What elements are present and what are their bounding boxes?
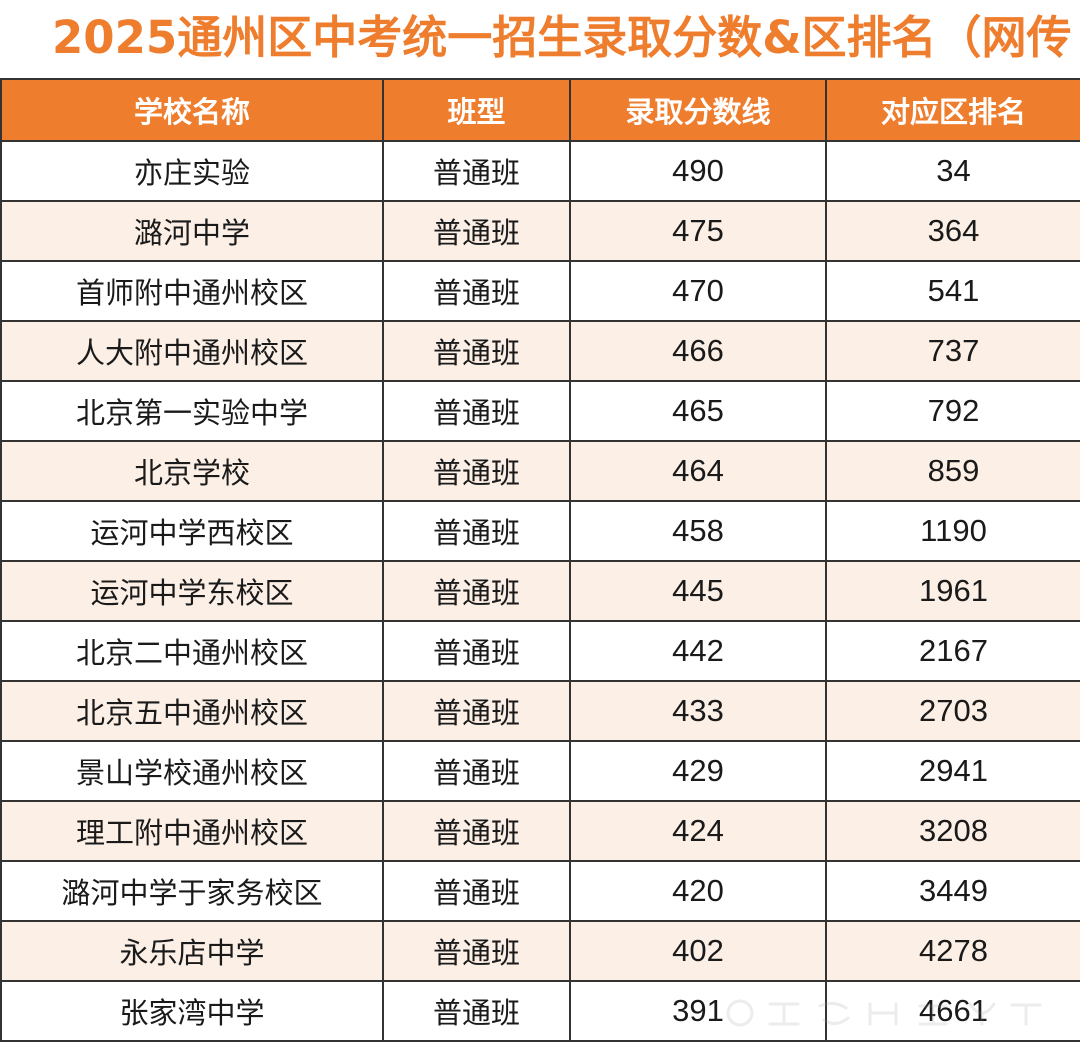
school-name: 景山学校通州校区: [0, 740, 384, 802]
header-class-type: 班型: [382, 78, 571, 142]
header-rank: 对应区排名: [825, 78, 1080, 142]
score: 429: [569, 740, 827, 802]
table-row: 人大附中通州校区 普通班 466 737: [0, 320, 1080, 382]
score: 475: [569, 200, 827, 262]
school-name: 北京二中通州校区: [0, 620, 384, 682]
score: 490: [569, 140, 827, 202]
table-row: 北京二中通州校区 普通班 442 2167: [0, 620, 1080, 682]
school-name: 运河中学西校区: [0, 500, 384, 562]
school-name: 北京五中通州校区: [0, 680, 384, 742]
table-row: 永乐店中学 普通班 402 4278: [0, 920, 1080, 982]
score: 470: [569, 260, 827, 322]
school-name: 北京第一实验中学: [0, 380, 384, 442]
school-name: 潞河中学于家务校区: [0, 860, 384, 922]
table-row: 潞河中学 普通班 475 364: [0, 200, 1080, 262]
admission-table: 学校名称 班型 录取分数线 对应区排名 亦庄实验 普通班 490 34 潞河中学…: [0, 78, 1080, 1042]
score: 391: [569, 980, 827, 1042]
score: 402: [569, 920, 827, 982]
table-row: 运河中学东校区 普通班 445 1961: [0, 560, 1080, 622]
table-row: 理工附中通州校区 普通班 424 3208: [0, 800, 1080, 862]
table-row: 北京五中通州校区 普通班 433 2703: [0, 680, 1080, 742]
table-row: 潞河中学于家务校区 普通班 420 3449: [0, 860, 1080, 922]
table-row: 首师附中通州校区 普通班 470 541: [0, 260, 1080, 322]
class-type: 普通班: [382, 380, 571, 442]
rank: 4278: [825, 920, 1080, 982]
rank: 34: [825, 140, 1080, 202]
school-name: 理工附中通州校区: [0, 800, 384, 862]
school-name: 首师附中通州校区: [0, 260, 384, 322]
rank: 3449: [825, 860, 1080, 922]
rank: 792: [825, 380, 1080, 442]
watermark-icon: [726, 999, 1042, 1027]
rank: 737: [825, 320, 1080, 382]
rank: 3208: [825, 800, 1080, 862]
table-row: 景山学校通州校区 普通班 429 2941: [0, 740, 1080, 802]
class-type: 普通班: [382, 920, 571, 982]
class-type: 普通班: [382, 620, 571, 682]
score: 445: [569, 560, 827, 622]
class-type: 普通班: [382, 200, 571, 262]
school-name: 张家湾中学: [0, 980, 384, 1042]
rank: 541: [825, 260, 1080, 322]
table-header-row: 学校名称 班型 录取分数线 对应区排名: [0, 78, 1080, 142]
class-type: 普通班: [382, 500, 571, 562]
class-type: 普通班: [382, 140, 571, 202]
score: 464: [569, 440, 827, 502]
school-name: 运河中学东校区: [0, 560, 384, 622]
score: 458: [569, 500, 827, 562]
class-type: 普通班: [382, 740, 571, 802]
score: 465: [569, 380, 827, 442]
rank: 364: [825, 200, 1080, 262]
class-type: 普通班: [382, 680, 571, 742]
table-row: 北京学校 普通班 464 859: [0, 440, 1080, 502]
class-type: 普通班: [382, 560, 571, 622]
school-name: 潞河中学: [0, 200, 384, 262]
rank: 2167: [825, 620, 1080, 682]
score: 466: [569, 320, 827, 382]
page-title: 2025通州区中考统一招生录取分数&区排名（网传: [52, 11, 1072, 64]
rank: 2703: [825, 680, 1080, 742]
rank: 4661: [825, 980, 1080, 1042]
rank: 859: [825, 440, 1080, 502]
class-type: 普通班: [382, 440, 571, 502]
class-type: 普通班: [382, 860, 571, 922]
school-name: 人大附中通州校区: [0, 320, 384, 382]
score: 424: [569, 800, 827, 862]
class-type: 普通班: [382, 260, 571, 322]
school-name: 北京学校: [0, 440, 384, 502]
header-school: 学校名称: [0, 78, 384, 142]
score: 442: [569, 620, 827, 682]
title-bar: 2025通州区中考统一招生录取分数&区排名（网传: [0, 0, 1080, 78]
table-row: 北京第一实验中学 普通班 465 792: [0, 380, 1080, 442]
table-row: 张家湾中学 普通班 391 4661: [0, 980, 1080, 1042]
rank: 1190: [825, 500, 1080, 562]
table-row: 亦庄实验 普通班 490 34: [0, 140, 1080, 202]
table-row: 运河中学西校区 普通班 458 1190: [0, 500, 1080, 562]
rank: 2941: [825, 740, 1080, 802]
header-score: 录取分数线: [569, 78, 827, 142]
school-name: 永乐店中学: [0, 920, 384, 982]
class-type: 普通班: [382, 320, 571, 382]
class-type: 普通班: [382, 800, 571, 862]
score: 420: [569, 860, 827, 922]
rank: 1961: [825, 560, 1080, 622]
school-name: 亦庄实验: [0, 140, 384, 202]
score: 433: [569, 680, 827, 742]
class-type: 普通班: [382, 980, 571, 1042]
